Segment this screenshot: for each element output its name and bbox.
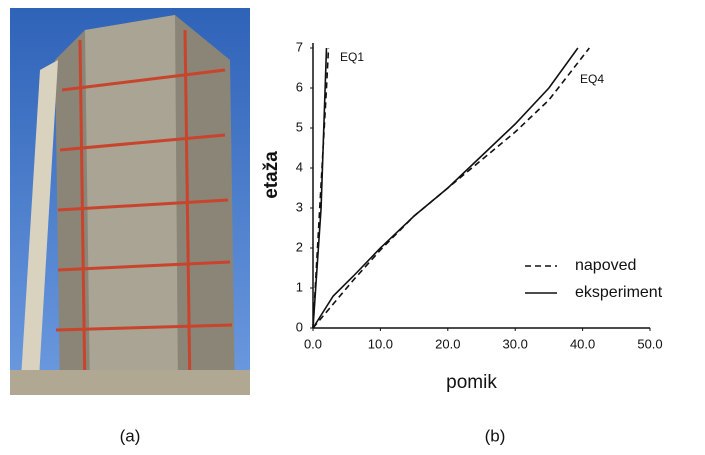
x-tick-label: 50.0 [637, 336, 662, 351]
legend-label: napoved [575, 257, 636, 274]
x-axis-label: pomik [446, 372, 497, 393]
photo [10, 8, 250, 395]
x-tick-label: 10.0 [368, 336, 393, 351]
y-tick-label: 2 [296, 239, 303, 254]
y-tick-label: 6 [296, 79, 303, 94]
legend-label: eksperiment [575, 284, 663, 301]
y-tick-label: 3 [296, 199, 303, 214]
caption: (a) [120, 426, 141, 445]
x-tick-label: 0.0 [304, 336, 322, 351]
annotation: EQ1 [340, 50, 364, 64]
y-tick-label: 7 [296, 39, 303, 54]
y-axis-label: etaža [261, 151, 282, 199]
y-tick-label: 0 [296, 319, 303, 334]
line [313, 48, 578, 328]
annotation: EQ4 [580, 72, 604, 86]
y-tick-label: 5 [296, 119, 303, 134]
x-tick-label: 20.0 [435, 336, 460, 351]
y-tick-label: 4 [296, 159, 303, 174]
figure: (a) (b) 0 1 2 3 4 5 6 7 0.0 10.0 20.0 30.0 40.0 50.0 p… [0, 0, 705, 450]
x-tick-label: 30.0 [503, 336, 528, 351]
x-tick-label: 40.0 [570, 336, 595, 351]
y-tick-label: 1 [296, 279, 303, 294]
chart: 0 1 2 3 4 5 6 7 0.0 10.0 20.0 30.0 40.0 50.0 pomik etaž… [261, 39, 663, 393]
caption: (b) [485, 426, 506, 445]
